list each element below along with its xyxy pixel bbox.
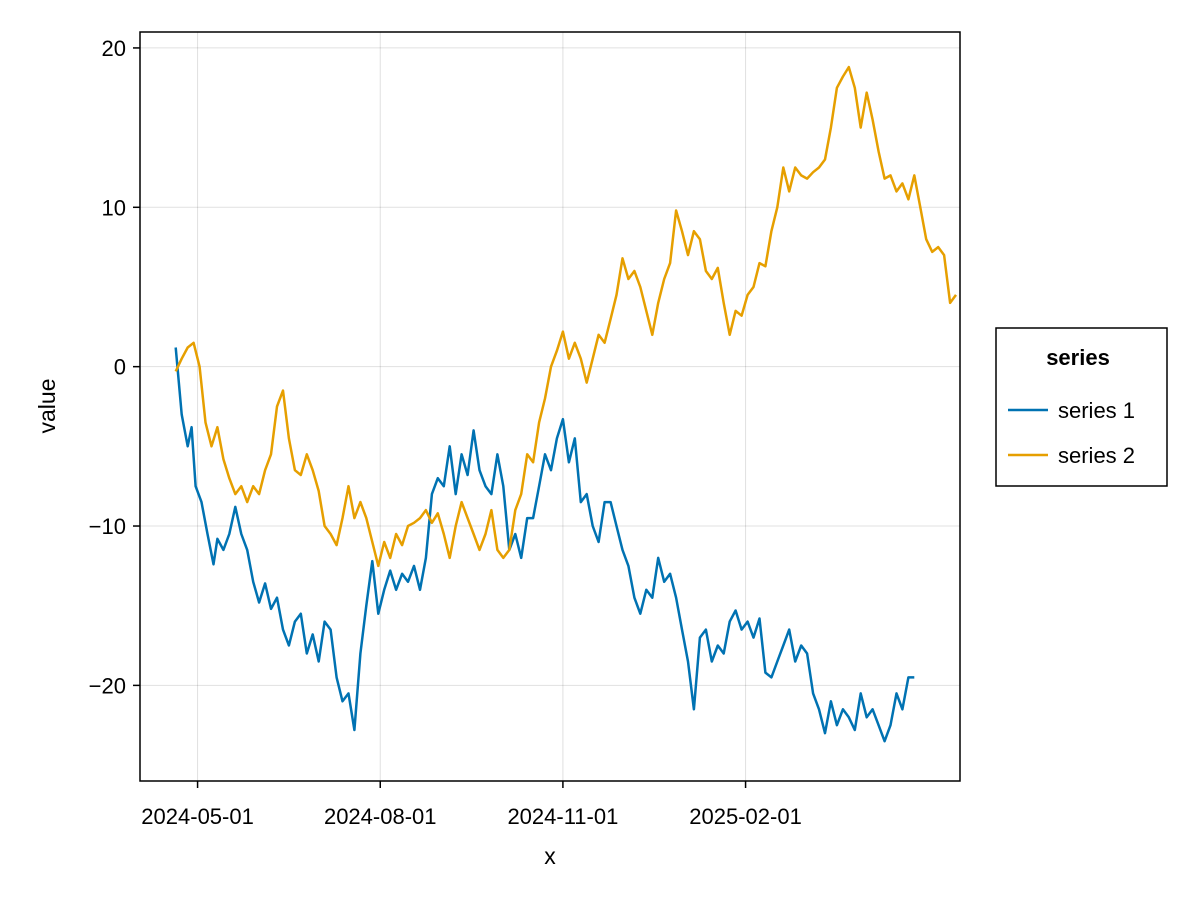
series-line-1 [174, 347, 915, 743]
x-tick-label: 2024-05-01 [141, 804, 254, 829]
y-axis-title: value [34, 379, 60, 434]
plot-frame [139, 31, 961, 782]
x-tick-label: 2024-11-01 [507, 804, 618, 829]
grid-lines [140, 32, 960, 781]
series-lines [174, 65, 958, 743]
y-tick-label: −10 [89, 514, 126, 539]
y-tick-label: 10 [102, 195, 126, 220]
series-line-2 [174, 65, 958, 568]
y-tick-label: 20 [102, 36, 126, 61]
x-tick-label: 2025-02-01 [689, 804, 802, 829]
legend-label-2: series 2 [1058, 443, 1135, 468]
legend-box [995, 327, 1168, 487]
axis-ticks: 2024-05-01 2024-08-01 2024-11-01 2025-02-01… [89, 36, 802, 829]
y-tick-label: 0 [114, 355, 126, 380]
legend-label-1: series 1 [1058, 398, 1135, 423]
legend: series series 1 series 2 [995, 327, 1168, 487]
x-tick-label: 2024-08-01 [324, 804, 437, 829]
legend-items: series 1 series 2 [1008, 398, 1135, 468]
legend-title: series [1046, 345, 1110, 370]
y-tick-label: −20 [89, 673, 126, 698]
x-axis-title: x [544, 843, 556, 869]
